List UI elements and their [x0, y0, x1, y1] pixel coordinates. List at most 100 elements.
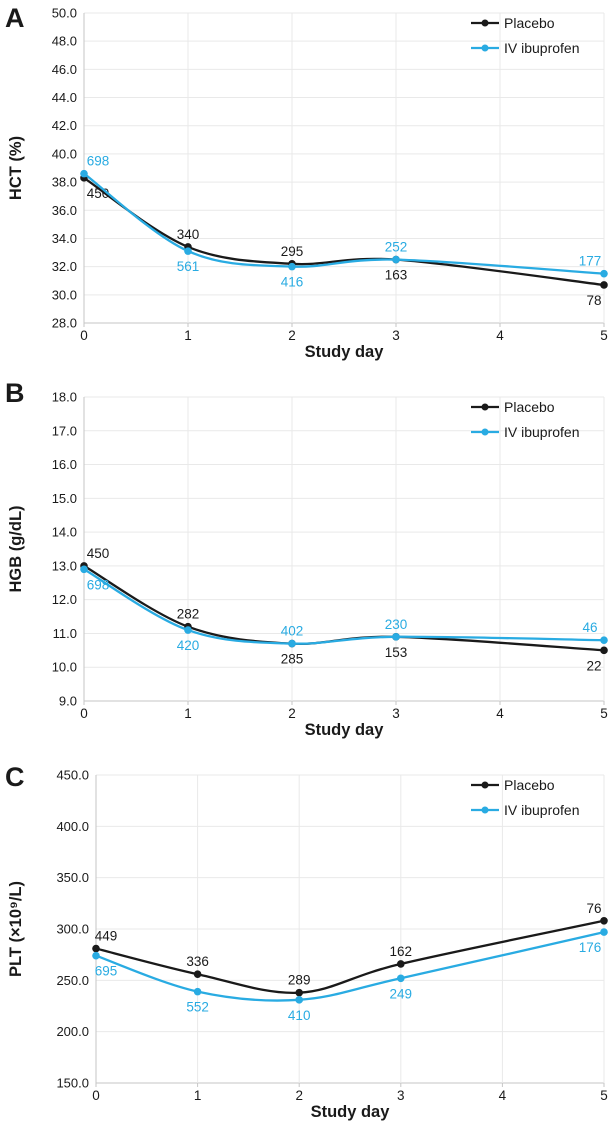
data-label-iv-ibuprofen-day1: 561 — [177, 259, 200, 274]
legend-item-iv-ibuprofen: IV ibuprofen — [471, 802, 580, 818]
panel-a-container: 28.0 30.0 32.0 34.0 36.0 38.0 40.0 42.0 44.0 46.0… — [0, 0, 616, 377]
point-placebo-day5 — [600, 281, 608, 289]
legend-c: Placebo IV ibuprofen — [471, 777, 580, 818]
data-label-iv-ibuprofen-day2: 402 — [281, 624, 304, 639]
point-iv-ibuprofen-day5 — [600, 269, 608, 278]
data-label-placebo-day1: 336 — [186, 954, 209, 969]
y-axis-title-a: HCT (%) — [7, 136, 25, 200]
legend-label: Placebo — [504, 399, 555, 415]
y-tick-label: 38.0 — [52, 175, 77, 190]
legend-a: Placebo IV ibuprofen — [471, 15, 580, 56]
y-tick-label: 30.0 — [52, 287, 77, 302]
point-iv-ibuprofen-day1 — [184, 626, 192, 634]
y-tick-label: 200.0 — [56, 1024, 89, 1039]
data-label-iv-ibuprofen-day0: 698 — [87, 154, 110, 169]
chart-panel-b: 9.0 10.0 11.0 12.0 13.0 14.0 15.0 16.0 17.0 18.0 0… — [5, 378, 608, 739]
x-tick-label: 0 — [80, 706, 88, 721]
data-label-iv-ibuprofen-day3: 249 — [390, 986, 413, 1001]
legend-label: IV ibuprofen — [504, 424, 580, 440]
legend-label: IV ibuprofen — [504, 40, 580, 56]
y-tick-label: 48.0 — [52, 34, 77, 49]
x-tick-label: 2 — [288, 706, 296, 721]
panel-b-container: 9.0 10.0 11.0 12.0 13.0 14.0 15.0 16.0 17.0 18.0 0… — [0, 377, 616, 755]
data-label-placebo-day2: 289 — [288, 973, 311, 988]
y-tick-label: 11.0 — [53, 626, 77, 641]
x-tick-label: 1 — [184, 328, 192, 343]
y-tick-labels-c: 150.0 200.0 250.0 300.0 350.0 400.0 450.0 — [56, 768, 89, 1091]
line-iv-ibuprofen — [94, 930, 606, 1002]
gridlines-b — [83, 396, 605, 705]
legend-marker-dot — [481, 44, 489, 52]
legend-item-iv-ibuprofen: IV ibuprofen — [471, 424, 580, 440]
y-tick-label: 450.0 — [56, 768, 89, 783]
y-tick-label: 150.0 — [56, 1076, 89, 1091]
y-axis-title-c: PLT (×10⁹/L) — [7, 881, 25, 977]
x-tick-label: 3 — [397, 1088, 405, 1103]
y-tick-label: 46.0 — [52, 62, 77, 77]
data-label-iv-ibuprofen-day0: 695 — [95, 964, 118, 979]
legend-item-placebo: Placebo — [471, 15, 555, 31]
data-label-placebo-day0: 450 — [87, 186, 110, 201]
legend-item-placebo: Placebo — [471, 399, 555, 415]
x-tick-labels-c: 0 1 2 3 4 5 — [92, 1088, 608, 1103]
y-tick-label: 16.0 — [52, 457, 77, 472]
data-label-iv-ibuprofen-day5: 46 — [582, 620, 597, 635]
gridlines-a — [83, 12, 605, 327]
legend-item-iv-ibuprofen: IV ibuprofen — [471, 40, 580, 56]
point-iv-ibuprofen-day5 — [600, 636, 608, 644]
x-tick-label: 2 — [288, 328, 296, 343]
data-label-iv-ibuprofen-day1: 420 — [177, 638, 200, 653]
legend-label: Placebo — [504, 15, 555, 31]
data-label-iv-ibuprofen-day3: 230 — [385, 617, 408, 632]
gridlines-c — [95, 774, 605, 1087]
data-label-iv-ibuprofen-day1: 552 — [186, 1000, 209, 1015]
data-label-iv-ibuprofen-day0: 698 — [87, 577, 110, 592]
y-tick-label: 44.0 — [52, 90, 77, 105]
point-iv-ibuprofen-day1 — [184, 247, 192, 255]
point-placebo-day2 — [295, 988, 304, 997]
data-label-placebo-day5: 78 — [586, 293, 601, 308]
legend-label: IV ibuprofen — [504, 802, 580, 818]
line-placebo — [94, 919, 606, 994]
legend-marker-dot — [481, 428, 489, 436]
y-axis-title-b: HGB (g/dL) — [7, 505, 25, 592]
line-placebo — [82, 176, 606, 287]
x-tick-label: 5 — [600, 1088, 608, 1103]
y-tick-label: 50.0 — [52, 6, 77, 21]
y-tick-label: 400.0 — [56, 819, 89, 834]
chart-panel-a: 28.0 30.0 32.0 34.0 36.0 38.0 40.0 42.0 44.0 46.0… — [5, 3, 608, 361]
data-label-placebo-day0: 449 — [95, 929, 118, 944]
x-tick-labels-b: 0 1 2 3 4 5 — [80, 706, 608, 721]
y-tick-label: 28.0 — [52, 316, 77, 331]
point-iv-ibuprofen-day1 — [193, 987, 202, 996]
x-tick-label: 4 — [496, 328, 504, 343]
y-tick-labels-a: 28.0 30.0 32.0 34.0 36.0 38.0 40.0 42.0 44.0 46.0… — [52, 6, 77, 331]
y-tick-label: 350.0 — [56, 870, 89, 885]
x-tick-label: 4 — [496, 706, 504, 721]
data-label-iv-ibuprofen-day3: 252 — [385, 240, 408, 255]
panel-c-container: 150.0 200.0 250.0 300.0 350.0 400.0 450.0 0 1 2 3 4… — [0, 755, 616, 1124]
x-axis-title-c: Study day — [311, 1103, 391, 1121]
y-tick-label: 17.0 — [52, 423, 77, 438]
y-tick-label: 34.0 — [52, 231, 77, 246]
y-tick-labels-b: 9.0 10.0 11.0 12.0 13.0 14.0 15.0 16.0 17.0 18.0 — [52, 390, 77, 709]
data-label-placebo-day3: 163 — [385, 268, 408, 283]
data-label-placebo-day0: 450 — [87, 546, 110, 561]
point-iv-ibuprofen-day2 — [295, 996, 304, 1004]
panel-letter-b: B — [5, 378, 25, 408]
x-tick-label: 0 — [92, 1088, 100, 1103]
x-tick-label: 4 — [499, 1088, 507, 1103]
x-tick-label: 0 — [80, 328, 88, 343]
panel-letter-a: A — [5, 3, 25, 33]
legend-marker-dot — [481, 781, 489, 789]
x-tick-labels-a: 0 1 2 3 4 5 — [80, 328, 608, 343]
x-tick-label: 5 — [600, 328, 608, 343]
legend-marker-dot — [481, 806, 489, 814]
point-placebo-day1 — [193, 970, 202, 978]
point-iv-ibuprofen-day3 — [392, 255, 400, 264]
point-iv-ibuprofen-day2 — [288, 639, 296, 648]
x-axis-title-a: Study day — [305, 343, 385, 361]
y-tick-label: 42.0 — [52, 118, 77, 133]
y-tick-label: 36.0 — [52, 203, 77, 218]
point-iv-ibuprofen-day0 — [80, 565, 88, 574]
